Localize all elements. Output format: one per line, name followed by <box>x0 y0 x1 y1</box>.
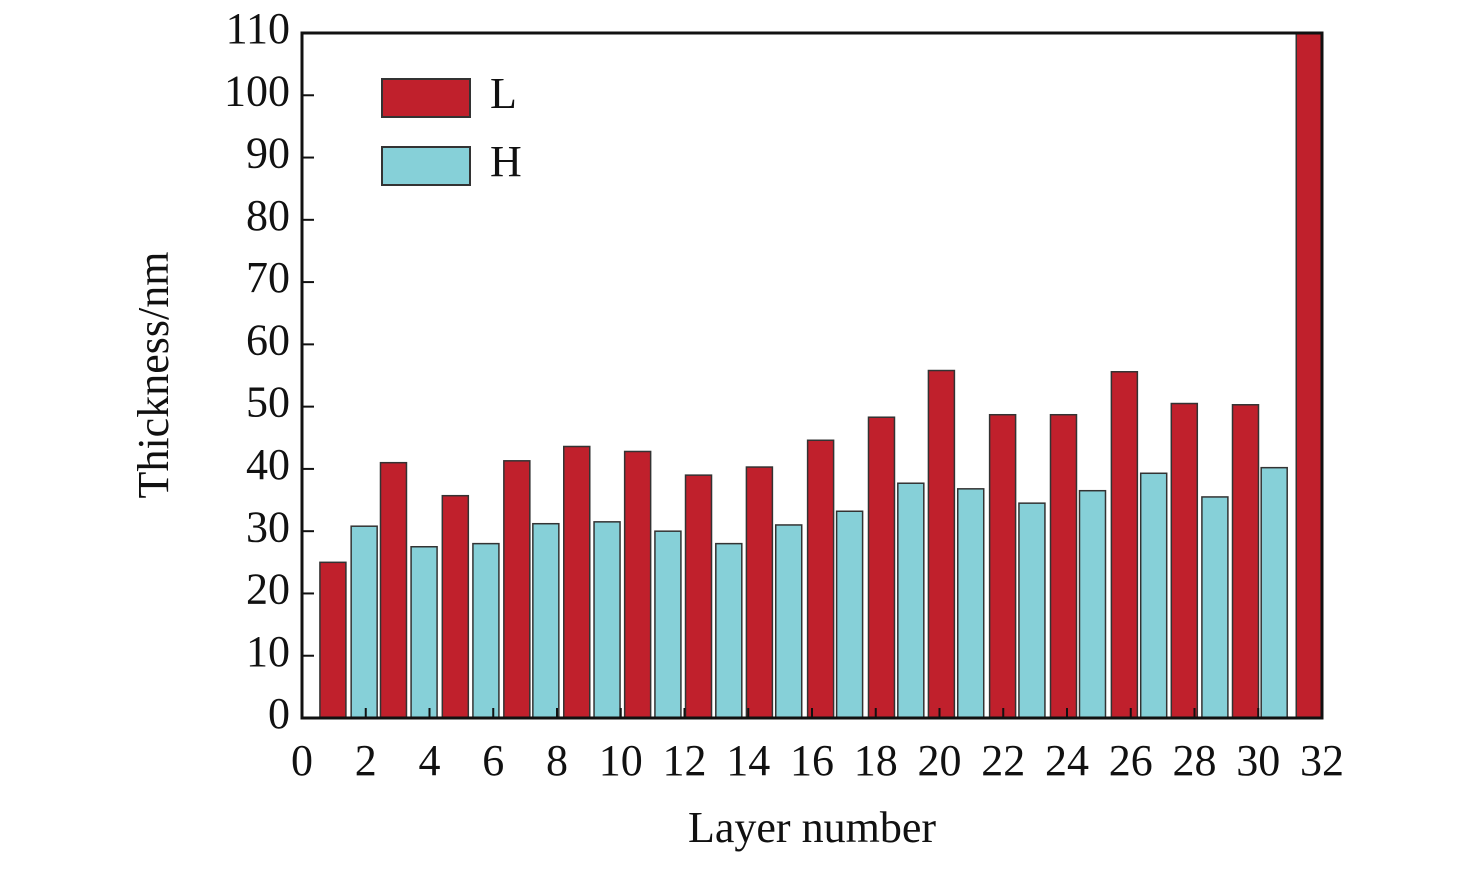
bar <box>410 546 438 719</box>
bar <box>927 369 956 719</box>
x-tick-label: 10 <box>599 736 643 785</box>
bar <box>806 439 835 719</box>
y-tick-label: 20 <box>246 565 290 614</box>
bar <box>774 524 803 719</box>
x-tick-label: 24 <box>1045 736 1089 785</box>
bar <box>1260 466 1288 719</box>
bar <box>835 510 864 719</box>
x-tick-label: 2 <box>355 736 377 785</box>
bar <box>563 445 591 719</box>
bar <box>532 522 560 719</box>
y-tick-label: 10 <box>246 627 290 676</box>
bar <box>1049 413 1078 719</box>
bar <box>1170 402 1199 719</box>
x-tick-label: 0 <box>291 736 313 785</box>
bar <box>1295 32 1323 719</box>
bar <box>988 413 1017 719</box>
y-axis-label: Thickness/nm <box>129 252 178 499</box>
bar <box>897 482 925 719</box>
y-tick-label: 70 <box>246 253 290 302</box>
y-tick-label: 90 <box>246 129 290 178</box>
bar <box>654 530 682 719</box>
x-axis-label: Layer number <box>688 803 936 852</box>
y-tick-label: 100 <box>224 66 290 115</box>
bar <box>1139 472 1168 719</box>
y-tick-label: 30 <box>246 502 290 551</box>
bar <box>350 525 378 719</box>
bar <box>472 542 500 719</box>
bar <box>1110 371 1139 719</box>
legend-label: L <box>490 69 517 118</box>
x-tick-label: 14 <box>726 736 770 785</box>
bar <box>715 542 743 719</box>
y-tick-label: 0 <box>268 689 290 738</box>
y-tick-label: 50 <box>246 378 290 427</box>
bar <box>1201 496 1229 719</box>
bar <box>1231 404 1260 719</box>
x-tick-label: 26 <box>1109 736 1153 785</box>
legend-swatch <box>381 146 471 186</box>
y-tick-label: 40 <box>246 440 290 489</box>
bar <box>379 461 408 719</box>
bar <box>684 474 713 719</box>
legend-label: H <box>490 137 522 186</box>
legend-swatch <box>381 78 471 118</box>
x-tick-label: 18 <box>854 736 898 785</box>
bar <box>867 416 896 719</box>
x-tick-label: 12 <box>663 736 707 785</box>
x-tick-label: 30 <box>1236 736 1280 785</box>
bar <box>745 466 774 719</box>
x-tick-label: 20 <box>918 736 962 785</box>
x-tick-label: 16 <box>790 736 834 785</box>
bar <box>441 494 470 719</box>
bar <box>1078 489 1107 719</box>
bar <box>1018 502 1046 719</box>
y-tick-label: 60 <box>246 315 290 364</box>
x-tick-label: 4 <box>419 736 441 785</box>
bar <box>503 460 531 719</box>
bar <box>956 488 985 719</box>
x-tick-label: 6 <box>482 736 504 785</box>
y-tick-label: 80 <box>246 191 290 240</box>
y-tick-label: 110 <box>226 4 290 53</box>
x-tick-label: 8 <box>546 736 568 785</box>
x-tick-label: 22 <box>981 736 1025 785</box>
bar <box>623 450 652 719</box>
bar <box>593 521 621 719</box>
bar <box>319 561 347 719</box>
x-tick-label: 28 <box>1173 736 1217 785</box>
x-tick-label: 32 <box>1300 736 1344 785</box>
